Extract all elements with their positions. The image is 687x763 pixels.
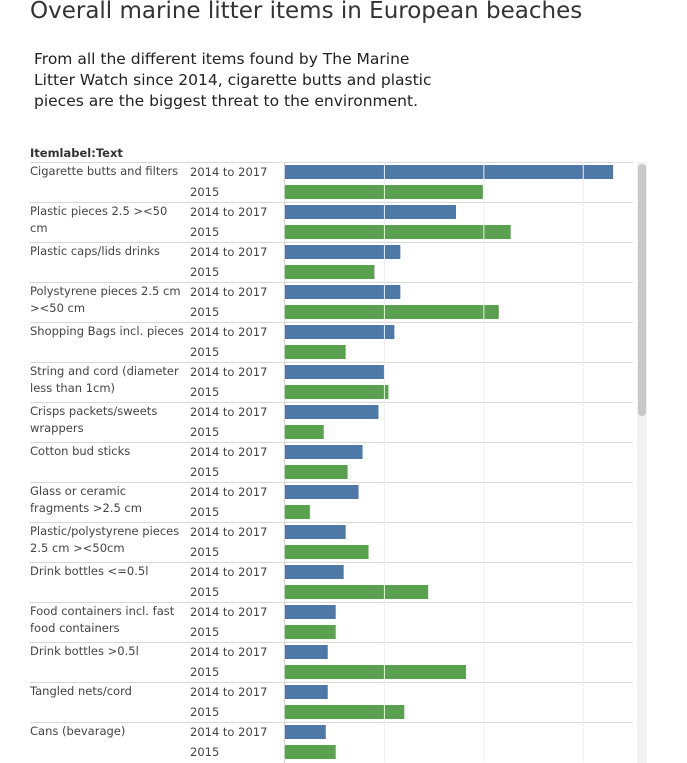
bar <box>285 725 326 739</box>
bar <box>285 425 324 439</box>
bar <box>285 705 405 719</box>
bar <box>285 605 336 619</box>
chart-subtitle: From all the different items found by Th… <box>34 50 432 110</box>
series-label: 2014 to 2017 <box>190 325 268 339</box>
bar <box>285 505 310 519</box>
bar <box>285 385 389 399</box>
category-label: Cans (bevarage) <box>30 724 126 738</box>
category-label: Plastic/polystyrene pieces 2.5 cm ><50cm <box>30 524 180 555</box>
series-label: 2014 to 2017 <box>190 725 268 739</box>
series-label: 2015 <box>190 705 220 719</box>
bar <box>285 645 328 659</box>
series-label: 2015 <box>190 625 220 639</box>
bar <box>285 165 614 179</box>
series-label: 2014 to 2017 <box>190 165 268 179</box>
series-label: 2015 <box>190 505 220 519</box>
bar <box>285 445 363 459</box>
bar <box>285 585 429 599</box>
series-label: 2015 <box>190 185 220 199</box>
series-label: 2015 <box>190 745 220 759</box>
category-label: Glass or ceramic fragments >2.5 cm <box>30 484 142 515</box>
series-label: 2014 to 2017 <box>190 525 268 539</box>
series-label: 2015 <box>190 345 220 359</box>
scrollbar-thumb[interactable] <box>638 164 646 416</box>
category-label: Plastic caps/lids drinks <box>30 244 160 258</box>
bar <box>285 245 401 259</box>
bar <box>285 565 344 579</box>
series-label: 2015 <box>190 425 220 439</box>
series-label: 2014 to 2017 <box>190 285 268 299</box>
scrollbar-track <box>637 162 647 763</box>
bar <box>285 545 369 559</box>
category-label: Polystyrene pieces 2.5 cm ><50 cm <box>30 284 181 315</box>
series-label: 2014 to 2017 <box>190 605 268 619</box>
bar <box>285 265 375 279</box>
category-label: Drink bottles <=0.5l <box>30 564 149 578</box>
bar <box>285 345 346 359</box>
bar <box>285 525 346 539</box>
series-label: 2014 to 2017 <box>190 565 268 579</box>
bar <box>285 745 336 759</box>
bar <box>285 665 466 679</box>
bar <box>285 225 511 239</box>
column-header: Itemlabel:Text <box>30 146 123 160</box>
series-label: 2014 to 2017 <box>190 645 268 659</box>
series-label: 2015 <box>190 545 220 559</box>
series-label: 2014 to 2017 <box>190 365 268 379</box>
series-label: 2014 to 2017 <box>190 245 268 259</box>
chart-title: Overall marine litter items in European … <box>30 0 583 24</box>
series-label: 2014 to 2017 <box>190 205 268 219</box>
category-label: Cigarette butts and filters <box>30 164 179 178</box>
category-label: Drink bottles >0.5l <box>30 644 139 658</box>
series-label: 2015 <box>190 265 220 279</box>
series-label: 2014 to 2017 <box>190 685 268 699</box>
bar <box>285 405 379 419</box>
series-label: 2014 to 2017 <box>190 485 268 499</box>
bar <box>285 305 499 319</box>
series-label: 2015 <box>190 225 220 239</box>
category-label: Tangled nets/cord <box>30 684 132 698</box>
series-label: 2014 to 2017 <box>190 445 268 459</box>
category-label: String and cord (diameter less than 1cm) <box>30 364 179 395</box>
series-label: 2015 <box>190 665 220 679</box>
series-label: 2015 <box>190 465 220 479</box>
bar <box>285 365 385 379</box>
bar <box>285 485 359 499</box>
series-label: 2014 to 2017 <box>190 405 268 419</box>
series-label: 2015 <box>190 305 220 319</box>
series-label: 2015 <box>190 385 220 399</box>
category-label: Crisps packets/sweets wrappers <box>30 404 158 435</box>
series-label: 2015 <box>190 585 220 599</box>
bar <box>285 465 348 479</box>
category-label: Shopping Bags incl. pieces <box>30 324 184 338</box>
bar <box>285 325 395 339</box>
category-label: Cotton bud sticks <box>30 444 131 458</box>
bar <box>285 285 401 299</box>
bar <box>285 205 457 219</box>
bar <box>285 685 328 699</box>
category-label: Food containers incl. fast food containe… <box>30 604 175 635</box>
category-label: Plastic pieces 2.5 ><50 cm <box>30 204 168 235</box>
bar <box>285 625 336 639</box>
